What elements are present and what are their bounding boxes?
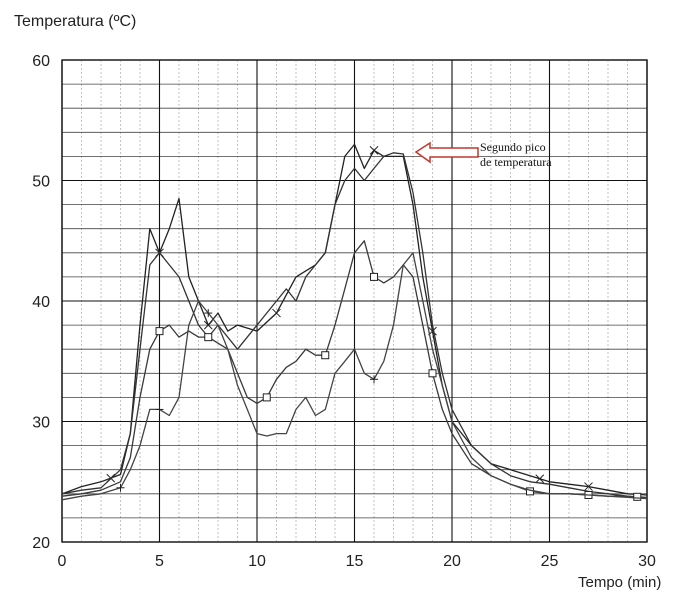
series-marker-square [428,369,437,378]
y-tick-label: 60 [32,53,50,70]
y-tick-label: 40 [32,294,50,311]
x-tick-label: 10 [248,553,266,570]
series-marker-x [369,146,379,155]
x-tick-label: 20 [443,553,461,570]
series-marker-x [535,474,545,484]
series-line-2 [61,152,648,500]
series-marker-x [272,308,281,318]
y-tick-label: 30 [32,415,50,432]
series-marker-square [204,333,213,342]
series-marker-plus [204,309,213,318]
x-tick-label: 25 [541,553,559,570]
annotation: Segundo pico de temperatura [414,140,552,169]
tick-layer: 0 5 10 15 20 25 30 20 30 40 50 60 [32,53,656,570]
x-tick-label: 30 [638,553,656,570]
series-marker-square [321,351,330,360]
series-marker-plus [370,375,378,384]
series-layer [61,143,648,501]
series-line-4 [61,252,648,501]
x-tick-label: 15 [346,553,364,570]
annotation-line1: Segundo pico [480,140,546,154]
annotation-line2: de temperatura [480,155,552,169]
series-marker-square [155,327,164,336]
y-axis-label: Temperatura (ºC) [14,13,136,30]
y-tick-label: 20 [32,535,50,552]
series-marker-x [584,482,593,491]
series-line-1 [61,143,648,496]
series-marker-x [203,320,213,330]
series-marker-plus [116,483,125,492]
y-tick-label: 50 [32,174,50,191]
x-tick-label: 0 [58,553,67,570]
x-tick-label: 5 [155,553,164,570]
series-marker-square [370,272,378,281]
major-grid [61,59,648,543]
series-marker-plus [155,405,164,414]
annotation-arrow [414,141,479,164]
x-axis-label: Tempo (min) [578,574,661,591]
series-marker-square [262,393,271,402]
series-marker-square [633,492,642,501]
